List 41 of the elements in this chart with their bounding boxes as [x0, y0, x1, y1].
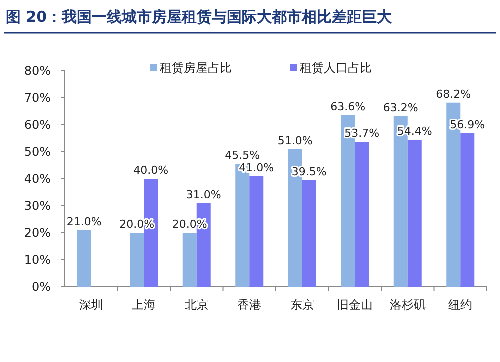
x-tick-label: 东京: [290, 298, 314, 312]
y-tick-label: 20%: [24, 226, 51, 240]
data-label: 54.4%: [397, 125, 432, 138]
data-label: 41.0%: [239, 161, 274, 174]
data-label: 21.0%: [66, 215, 102, 228]
bar: [130, 233, 144, 287]
data-label: 51.0%: [278, 134, 313, 148]
y-tick-label: 60%: [24, 118, 51, 132]
x-tick-label: 洛杉矶: [390, 298, 426, 312]
legend-label: 租赁房屋占比: [160, 61, 232, 75]
data-label: 56.9%: [450, 118, 486, 132]
legend-label: 租赁人口占比: [300, 61, 372, 75]
y-tick-label: 30%: [24, 199, 51, 213]
chart-title: 图 20：我国一线城市房屋租赁与国际大都市相比差距巨大: [6, 8, 394, 26]
x-tick-label: 香港: [238, 298, 262, 312]
data-label: 63.6%: [330, 100, 366, 114]
data-label: 31.0%: [186, 188, 222, 202]
bar: [355, 142, 370, 287]
bar: [408, 140, 422, 287]
x-tick-label: 上海: [132, 298, 156, 312]
y-tick-label: 70%: [24, 91, 51, 105]
bar: [250, 176, 264, 287]
x-tick-label: 纽约: [448, 298, 473, 312]
bar: [460, 133, 475, 287]
y-tick-label: 80%: [24, 64, 51, 78]
bar: [182, 233, 197, 287]
x-tick-label: 北京: [184, 298, 209, 312]
data-label: 45.5%: [225, 149, 260, 162]
y-tick-label: 40%: [24, 172, 51, 186]
bar: [77, 230, 92, 287]
y-tick-label: 50%: [24, 145, 51, 159]
x-tick-label: 旧金山: [337, 298, 374, 312]
x-tick-label: 深圳: [79, 298, 104, 312]
data-label: 53.7%: [344, 127, 380, 140]
y-tick-label: 0%: [32, 280, 51, 294]
data-label: 63.2%: [383, 101, 418, 114]
data-label: 39.5%: [292, 165, 327, 178]
bar: [302, 180, 316, 287]
data-label: 40.0%: [134, 164, 169, 177]
data-label: 68.2%: [436, 88, 472, 101]
y-tick-label: 10%: [24, 253, 51, 267]
